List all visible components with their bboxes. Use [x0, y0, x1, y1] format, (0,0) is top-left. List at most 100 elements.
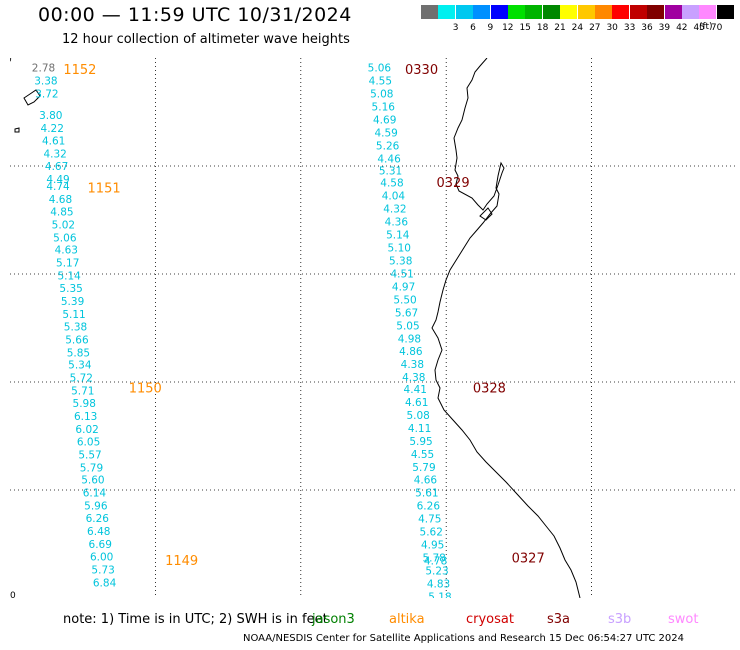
- track-time-label: 1150: [129, 381, 162, 396]
- wave-height-value: 5.72: [70, 373, 93, 385]
- wave-height-value: 6.48: [87, 526, 110, 538]
- colorbar-swatch: [699, 5, 717, 19]
- colorbar-swatch: [508, 5, 525, 19]
- track-time-label: 0327: [512, 552, 545, 567]
- wave-height-value: 4.55: [369, 76, 392, 88]
- wave-height-value: 4.74: [46, 181, 70, 193]
- colorbar-tick-label: 39: [658, 23, 671, 33]
- colorbar-tick-label: 33: [623, 23, 636, 33]
- satellite-legend-item: s3b: [608, 612, 632, 627]
- wave-height-value: 5.78: [422, 553, 445, 565]
- wave-height-value: 5.38: [389, 256, 412, 268]
- wave-height-value: 5.66: [65, 334, 89, 346]
- wave-height-value: 4.83: [427, 578, 450, 590]
- wave-height-labels: 2.783.383.723.804.224.614.324.674.494.74…: [32, 63, 452, 598]
- note-text: note: 1) Time is in UTC; 2) SWH is in fe…: [63, 612, 328, 627]
- track-time-label: 0330: [405, 63, 438, 78]
- wave-height-value: 4.66: [414, 475, 438, 487]
- island-shape: [14, 127, 20, 133]
- wave-height-value: 5.85: [67, 347, 90, 359]
- wave-height-value: 5.73: [91, 564, 114, 576]
- wave-height-value: 4.49: [46, 174, 69, 186]
- colorbar-swatch: [595, 5, 612, 19]
- colorbar-swatch: [490, 5, 508, 19]
- wave-height-value: 5.18: [428, 591, 451, 598]
- colorbar-unit: (ft): [699, 22, 713, 32]
- wave-height-value: 4.32: [383, 204, 406, 216]
- colorbar-tick-label: 18: [536, 23, 549, 33]
- wave-height-value: 4.04: [382, 191, 406, 203]
- wave-height-value: 4.41: [404, 384, 427, 396]
- wave-height-value: 4.85: [50, 206, 73, 218]
- colorbar-tick-label: 24: [571, 23, 584, 33]
- colorbar-tick-label: 15: [519, 23, 531, 33]
- wave-height-value: 5.34: [68, 360, 92, 372]
- wave-height-value: 4.46: [377, 153, 401, 165]
- wave-height-value: 5.39: [61, 296, 84, 308]
- wave-height-value: 4.68: [49, 194, 72, 206]
- satellite-legend-item: cryosat: [466, 612, 514, 627]
- wave-height-value: 5.14: [386, 230, 410, 242]
- wave-height-value: 4.86: [399, 346, 423, 358]
- wave-height-value: 5.79: [80, 462, 103, 474]
- wave-height-value: 4.69: [373, 115, 396, 127]
- colorbar-swatch: [455, 5, 473, 19]
- wave-height-value: 5.17: [56, 258, 79, 270]
- wave-height-value: 6.26: [417, 501, 441, 513]
- colorbar-tick-label: 12: [502, 23, 514, 33]
- wave-height-value: 5.71: [71, 386, 94, 398]
- wave-height-value: 4.78: [424, 556, 447, 568]
- wave-height-value: 5.62: [420, 527, 443, 539]
- axis-ticks: -90-87-84-81-78-750-2-4-6-8-10: [10, 58, 16, 598]
- colorbar-swatch: [682, 5, 699, 19]
- wave-height-value: 6.84: [93, 577, 117, 589]
- wave-height-value: 3.72: [35, 89, 58, 101]
- wave-height-value: 6.05: [77, 436, 100, 448]
- colorbar-tick-label: 27: [589, 23, 601, 33]
- colorbar-swatch: [473, 5, 491, 19]
- colorbar-swatch: [560, 5, 578, 19]
- credit-line: NOAA/NESDIS Center for Satellite Applica…: [243, 633, 685, 644]
- wave-height-value: 4.36: [385, 217, 409, 229]
- wave-height-value: 5.26: [376, 140, 400, 152]
- wave-height-value: 3.38: [34, 76, 57, 88]
- track-time-label: 0329: [437, 176, 470, 191]
- wave-height-value: 4.75: [418, 514, 441, 526]
- wave-height-value: 4.97: [392, 281, 415, 293]
- satellite-legend-item: s3a: [547, 612, 571, 627]
- colorbar-swatch: [421, 5, 438, 19]
- wave-height-value: 4.38: [401, 359, 424, 371]
- track-time-label: 1152: [63, 63, 96, 78]
- wave-height-value: 5.05: [396, 320, 419, 332]
- track-time-label: 0328: [473, 381, 506, 396]
- lat-tick-label: -10: [10, 591, 16, 598]
- wave-height-value: 4.61: [405, 397, 428, 409]
- wave-height-value: 5.96: [84, 501, 108, 513]
- colorbar-swatch: [647, 5, 665, 19]
- wave-height-value: 4.59: [374, 128, 397, 140]
- colorbar-swatch: [664, 5, 682, 19]
- colorbar-swatch: [629, 5, 647, 19]
- wave-height-value: 4.38: [402, 372, 425, 384]
- island-shape: [23, 89, 41, 106]
- colorbar-swatch: [716, 5, 734, 19]
- wave-height-value: 5.57: [78, 449, 101, 461]
- colorbar-tick-label: 9: [487, 23, 494, 33]
- wave-height-value: 5.14: [57, 271, 81, 283]
- wave-height-value: 4.32: [43, 149, 66, 161]
- wave-height-value: 4.11: [408, 423, 431, 435]
- wave-height-value: 5.02: [52, 219, 75, 231]
- colorbar-tick-label: 42: [676, 23, 688, 33]
- colorbar-tick-label: 70: [710, 23, 723, 33]
- wave-height-value: 5.08: [370, 89, 393, 101]
- wave-height-value: 5.50: [393, 294, 416, 306]
- wave-height-value: 5.38: [64, 321, 87, 333]
- wave-height-value: 5.60: [81, 475, 104, 487]
- wave-height-value: 5.79: [412, 462, 435, 474]
- colorbar-tick-label: 21: [554, 23, 566, 33]
- lat-tick-label: 0: [10, 58, 12, 65]
- wave-height-value: 4.22: [41, 123, 64, 135]
- track-time-label: 1151: [88, 182, 121, 197]
- island-shape: [479, 207, 493, 221]
- wave-height-value: 4.51: [390, 268, 413, 280]
